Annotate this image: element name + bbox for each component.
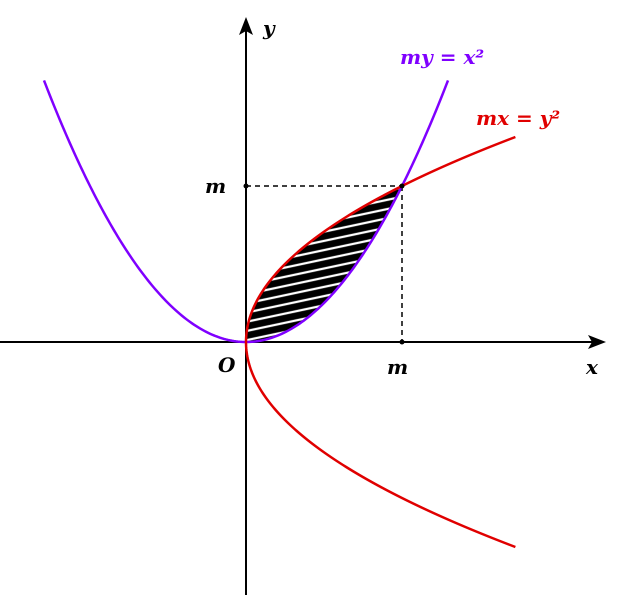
- origin-label: O: [218, 353, 236, 377]
- y-label: y: [262, 16, 276, 40]
- y-arrow: [239, 17, 253, 35]
- m-label: m: [205, 174, 226, 198]
- x-label: x: [585, 355, 599, 379]
- m-label: m: [387, 355, 408, 379]
- equation-label: mx = y²: [476, 106, 560, 130]
- equation-label: my = x²: [400, 45, 484, 69]
- parabola-mx: [244, 135, 516, 549]
- x-arrow: [588, 335, 606, 349]
- dot: [399, 183, 405, 189]
- dot: [399, 339, 405, 345]
- shaded-region: [246, 186, 402, 342]
- dot: [243, 183, 249, 189]
